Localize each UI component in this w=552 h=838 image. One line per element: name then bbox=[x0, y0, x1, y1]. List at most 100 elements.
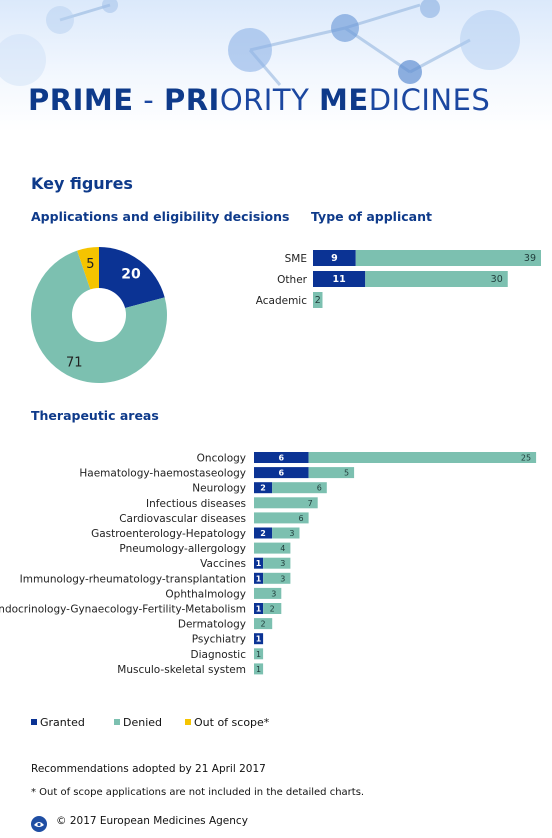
bar-granted bbox=[254, 633, 264, 645]
bar-denied-value: 6 bbox=[317, 484, 322, 493]
therapeutic-areas-heading: Therapeutic areas bbox=[31, 408, 159, 423]
bar-denied-value: 1 bbox=[256, 665, 261, 674]
legend-label: Denied bbox=[123, 716, 163, 729]
bar-denied bbox=[272, 527, 300, 539]
category-label: Vaccines bbox=[200, 558, 246, 570]
bar-granted bbox=[254, 482, 273, 494]
title-part: PRIME bbox=[28, 83, 134, 117]
key-figures-heading: Key figures bbox=[31, 174, 133, 193]
bar-granted bbox=[254, 603, 264, 614]
legend-swatch bbox=[114, 719, 120, 725]
bar-granted-value: 2 bbox=[260, 484, 266, 493]
category-label: Haematology-haemostaseology bbox=[79, 468, 246, 480]
bar-granted-value: 1 bbox=[256, 559, 262, 568]
bar-granted bbox=[254, 452, 309, 463]
category-label: Neurology bbox=[192, 483, 246, 495]
bar-denied bbox=[313, 292, 323, 308]
title-part: DICINES bbox=[368, 83, 491, 117]
bar-denied bbox=[254, 512, 309, 524]
bar-denied-value: 3 bbox=[280, 574, 285, 583]
category-label: Diagnostic bbox=[191, 649, 247, 661]
bar-denied-value: 7 bbox=[308, 499, 313, 508]
category-label: Academic bbox=[256, 295, 307, 307]
bar-denied bbox=[254, 497, 318, 509]
bar-denied bbox=[254, 648, 264, 660]
legend-swatch bbox=[185, 719, 191, 725]
bar-granted bbox=[313, 250, 356, 266]
applications-heading: Applications and eligibility decisions bbox=[31, 209, 290, 224]
banner: PRIME - PRIORITY MEDICINES bbox=[0, 0, 552, 132]
pie-donut-hole bbox=[72, 288, 126, 342]
ema-logo-icon bbox=[31, 816, 47, 832]
bar-granted-value: 9 bbox=[331, 253, 338, 264]
page-title: PRIME - PRIORITY MEDICINES bbox=[28, 83, 490, 117]
bar-denied-value: 1 bbox=[256, 650, 261, 659]
category-label: Musculo-skeletal system bbox=[117, 664, 246, 676]
applicant-type-heading: Type of applicant bbox=[311, 209, 432, 224]
bar-denied-value: 2 bbox=[315, 295, 321, 306]
category-label: Endocrinology-Gynaecology-Fertility-Meta… bbox=[0, 604, 246, 616]
bar-denied bbox=[308, 467, 355, 479]
bar-denied-value: 30 bbox=[491, 274, 503, 285]
recommendations-date: Recommendations adopted by 21 April 2017 bbox=[31, 763, 266, 775]
bar-granted-value: 2 bbox=[260, 529, 266, 538]
bar-granted-value: 6 bbox=[279, 469, 285, 478]
bar-granted-value: 1 bbox=[256, 605, 262, 614]
category-label: Other bbox=[277, 274, 307, 286]
bar-denied bbox=[263, 572, 291, 584]
bar-granted bbox=[254, 572, 264, 584]
bar-denied bbox=[263, 603, 282, 614]
bar-granted-value: 11 bbox=[333, 274, 346, 285]
bar-granted-value: 1 bbox=[256, 635, 262, 644]
bar-denied bbox=[254, 587, 282, 599]
category-label: Immunology-rheumatology-transplantation bbox=[20, 573, 246, 585]
category-label: Oncology bbox=[197, 453, 246, 465]
title-part: ORITY bbox=[219, 83, 320, 117]
category-label: Infectious diseases bbox=[146, 498, 246, 510]
pie-slice-label: 71 bbox=[66, 355, 83, 370]
title-part: - bbox=[133, 83, 164, 117]
molecule-illustration bbox=[0, 0, 520, 86]
bar-denied-value: 4 bbox=[280, 544, 285, 553]
bar-denied-value: 3 bbox=[280, 559, 285, 568]
title-part: ME bbox=[319, 83, 369, 117]
bar-granted bbox=[254, 467, 309, 479]
bar-denied-value: 2 bbox=[261, 620, 266, 629]
pie-slice-label: 20 bbox=[121, 266, 141, 282]
category-label: Dermatology bbox=[178, 619, 246, 631]
legend-label: Granted bbox=[40, 716, 85, 729]
bar-granted-value: 1 bbox=[256, 574, 262, 583]
legend-item-out-of-scope: Out of scope* bbox=[185, 716, 269, 729]
bar-granted bbox=[254, 557, 264, 569]
bar-denied-value: 3 bbox=[271, 589, 276, 598]
bar-denied-value: 25 bbox=[521, 454, 531, 463]
bar-denied bbox=[365, 271, 508, 287]
bar-denied bbox=[272, 482, 327, 494]
bar-denied bbox=[355, 250, 541, 266]
bar-denied-value: 3 bbox=[289, 529, 294, 538]
bar-granted-value: 6 bbox=[279, 454, 285, 463]
bar-denied-value: 39 bbox=[524, 253, 536, 264]
bar-denied bbox=[254, 542, 291, 554]
pie-slice-label: 5 bbox=[86, 257, 94, 272]
bar-denied bbox=[263, 557, 291, 569]
bar-denied bbox=[254, 663, 264, 675]
category-label: Cardiovascular diseases bbox=[119, 513, 246, 525]
category-label: Ophthalmology bbox=[165, 588, 246, 600]
category-label: Gastroenterology-Hepatology bbox=[91, 528, 246, 540]
out-of-scope-footnote: * Out of scope applications are not incl… bbox=[31, 787, 365, 798]
legend-label: Out of scope* bbox=[194, 716, 270, 729]
title-part: PRI bbox=[163, 83, 220, 117]
category-label: Pneumology-allergology bbox=[119, 543, 246, 555]
bar-granted bbox=[313, 271, 366, 287]
legend-swatch bbox=[31, 719, 37, 725]
bar-denied-value: 5 bbox=[344, 469, 349, 478]
legend-item-denied: Denied bbox=[114, 716, 162, 729]
bar-denied-value: 2 bbox=[270, 605, 275, 614]
legend-item-granted: Granted bbox=[31, 716, 85, 729]
category-label: SME bbox=[285, 253, 307, 265]
copyright-notice: © 2017 European Medicines Agency bbox=[56, 815, 248, 827]
bar-denied bbox=[254, 618, 273, 630]
category-label: Psychiatry bbox=[192, 634, 246, 646]
